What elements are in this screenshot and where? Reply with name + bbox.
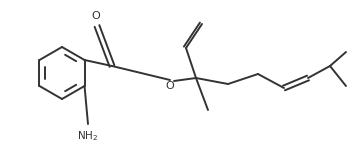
Text: NH$_2$: NH$_2$ <box>78 129 98 143</box>
Text: O: O <box>92 11 101 21</box>
Text: O: O <box>166 81 175 91</box>
